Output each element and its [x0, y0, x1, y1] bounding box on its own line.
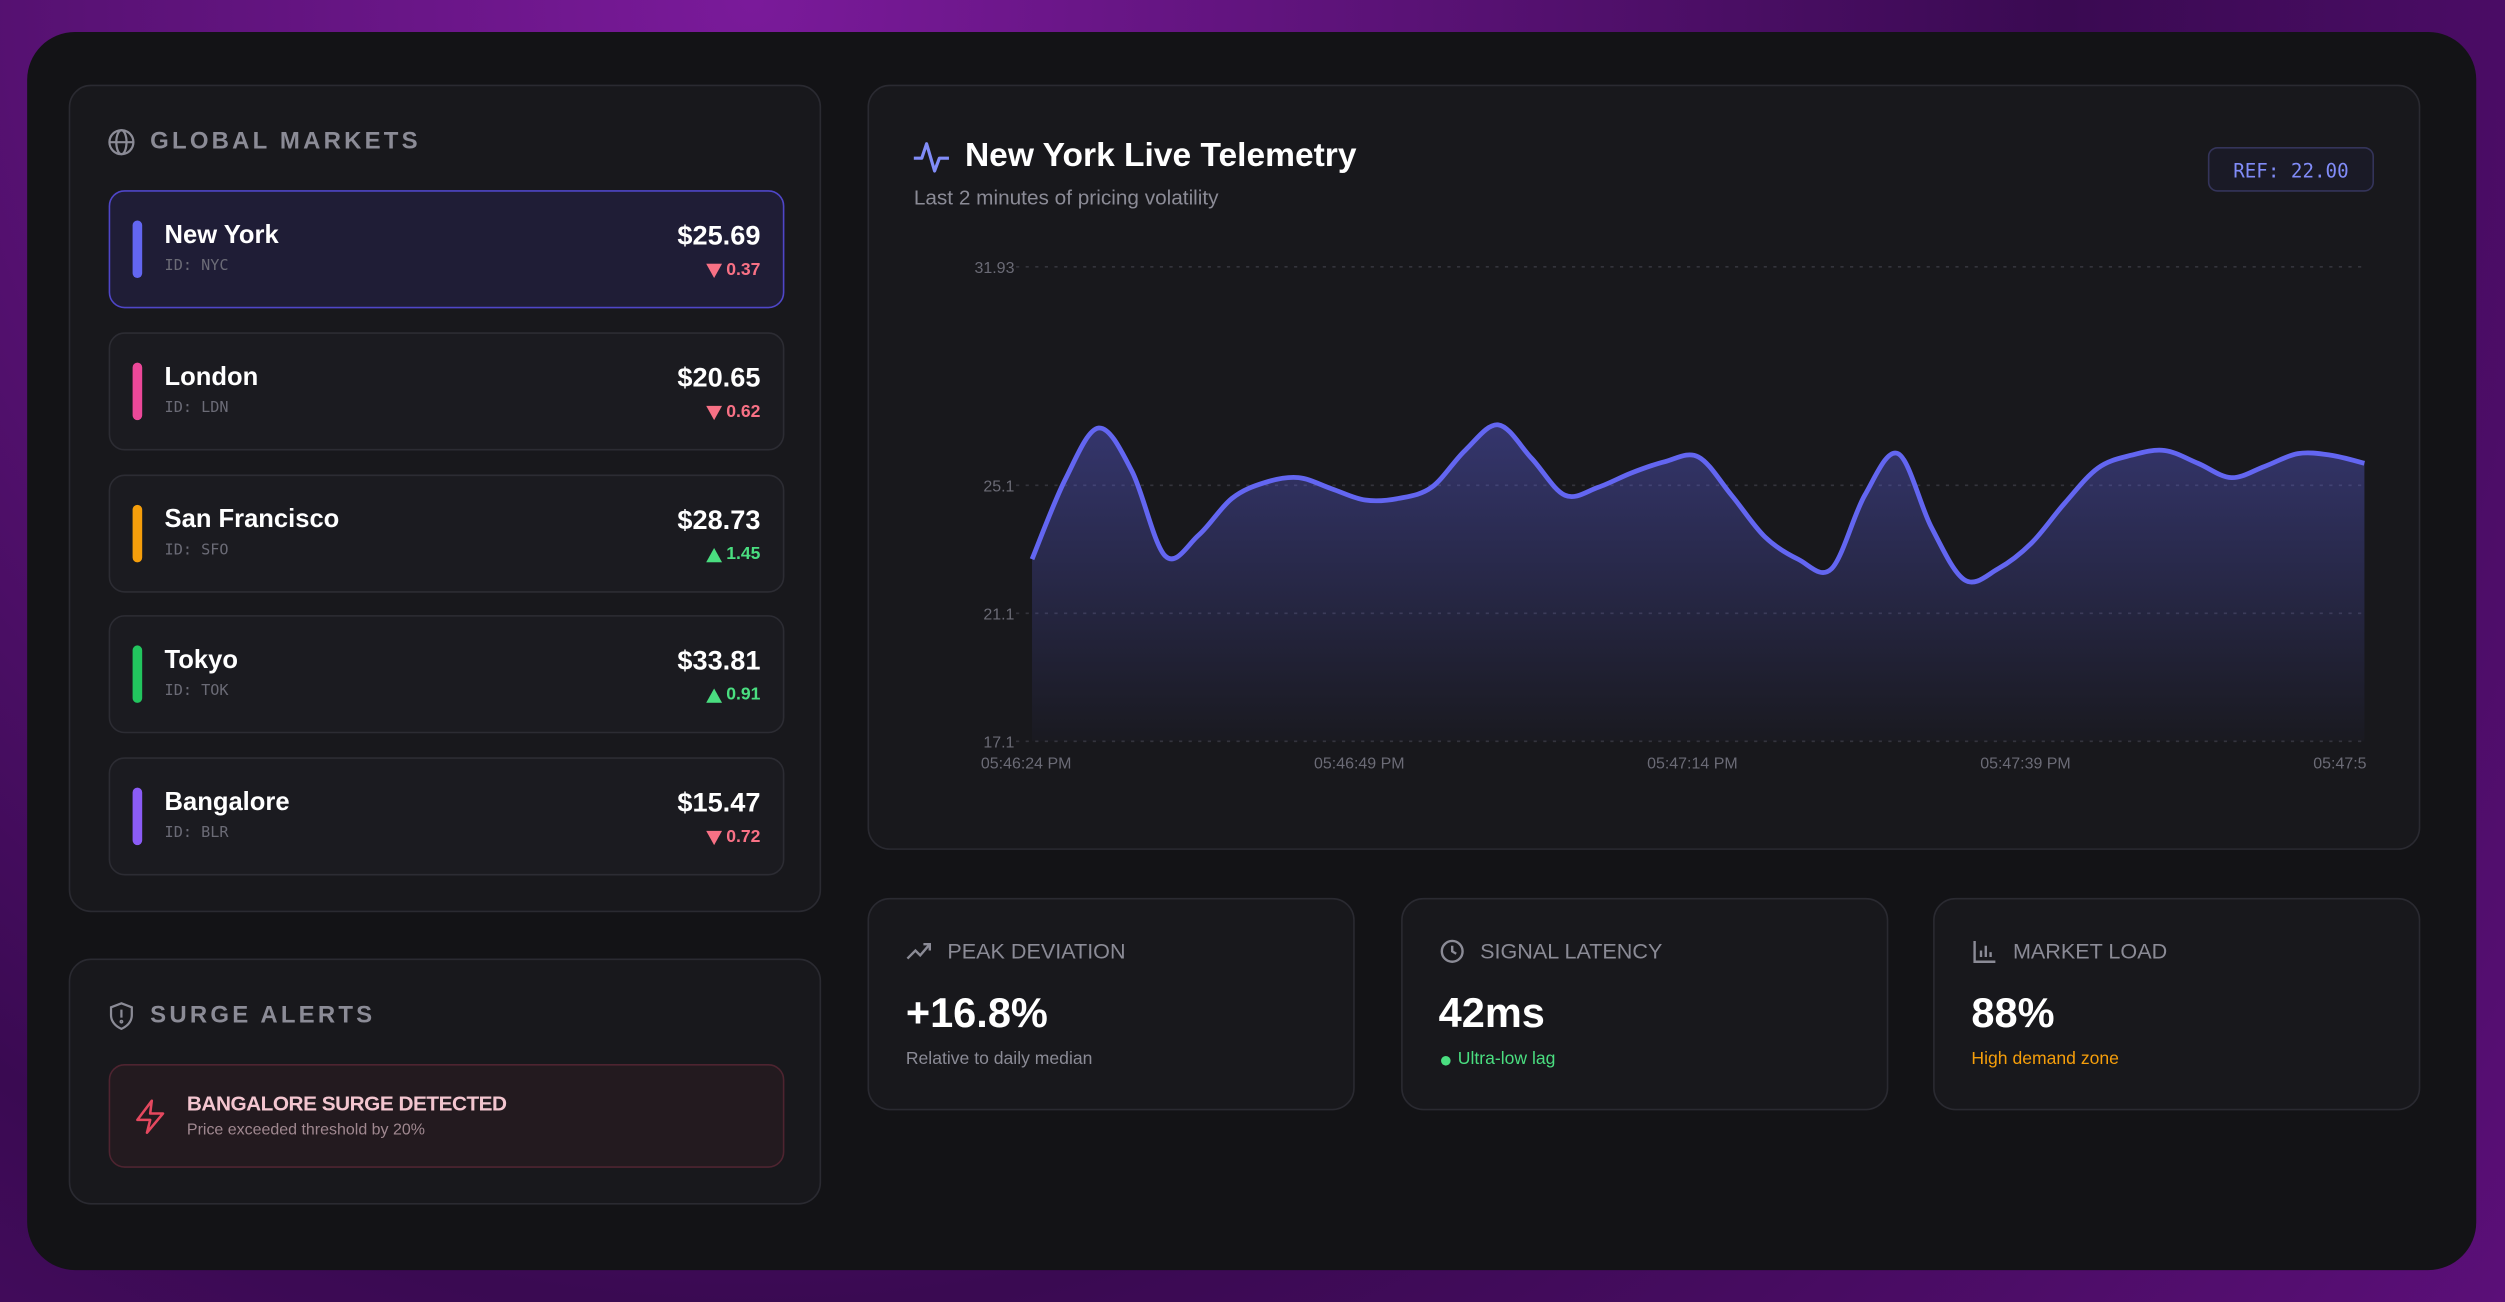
alert-title: BANGALORE SURGE DETECTED — [186, 1091, 507, 1116]
market-price: $28.73 — [677, 504, 761, 535]
alert-text: Price exceeded threshold by 20% — [186, 1121, 425, 1140]
icon-shape — [1450, 945, 1457, 955]
market-name: Tokyo — [164, 647, 238, 675]
x-tick-label: 05:46:49 PM — [1314, 755, 1405, 772]
icon-shape — [923, 942, 931, 951]
stat-icon — [1439, 939, 1463, 963]
pulse-icon — [913, 142, 949, 173]
market-price: $33.81 — [677, 646, 761, 677]
chart-title: New York Live Telemetry — [964, 137, 1357, 175]
market-name: New York — [164, 222, 279, 250]
stat-note: Relative to daily median — [905, 1049, 1093, 1069]
market-change: 1.45 — [726, 544, 761, 564]
market-price: $20.65 — [677, 362, 761, 393]
y-tick-label: 21.1 — [983, 607, 1014, 624]
stat-label: SIGNAL LATENCY — [1480, 939, 1663, 964]
alert-item: BANGALORE SURGE DETECTED Price exceeded t… — [108, 1063, 785, 1168]
stat-icon — [1973, 940, 1996, 963]
trend-arrow-shape — [706, 831, 723, 846]
color-indicator — [132, 504, 143, 562]
stat-icon — [906, 942, 931, 960]
market-change: 0.72 — [726, 827, 761, 848]
market-item[interactable]: Bangalore ID: BLR $15.47 0.72 — [108, 757, 785, 876]
stat-label: PEAK DEVIATION — [947, 939, 1126, 964]
shield-icon — [109, 1002, 133, 1031]
y-tick-label: 25.1 — [983, 479, 1014, 496]
bolt-shape — [136, 1099, 165, 1134]
status-dot — [1440, 1056, 1450, 1066]
bolt-icon — [136, 1099, 165, 1134]
globe-icon — [108, 129, 135, 156]
stat-value: 88% — [1971, 988, 2055, 1037]
alerts-card: SURGE ALERTS BANGALORE SURGE DETECTED Pri… — [68, 958, 822, 1205]
trend-arrow — [706, 263, 723, 278]
market-name: London — [164, 363, 259, 392]
color-indicator — [132, 220, 143, 278]
line — [1029, 422, 2365, 585]
trend-arrow — [706, 689, 723, 704]
icon-shape — [1973, 940, 1996, 963]
trend-arrow — [706, 405, 723, 420]
market-change: 0.62 — [726, 402, 761, 422]
markets-card: GLOBAL MARKETS New York ID: NYC $25.69 0.37… — [68, 84, 822, 913]
market-price: $15.47 — [677, 787, 761, 819]
trend-arrow-shape — [706, 547, 723, 562]
icon-shape — [1439, 939, 1463, 963]
section-title: GLOBAL MARKETS — [150, 127, 421, 155]
market-id: ID: NYC — [164, 257, 229, 275]
area — [1032, 424, 2365, 742]
market-name: Bangalore — [164, 789, 290, 817]
market-id: ID: BLR — [164, 824, 229, 843]
reference-badge: REF: 22.00 — [2207, 146, 2375, 192]
stat-value: +16.8% — [905, 988, 1048, 1037]
market-change: 0.37 — [726, 260, 761, 280]
trend-arrow — [706, 831, 723, 846]
market-price: $25.69 — [677, 220, 761, 251]
stat-card: PEAK DEVIATION +16.8% Relative to daily me… — [867, 897, 1355, 1111]
market-item[interactable]: New York ID: NYC $25.69 0.37 — [108, 190, 785, 309]
market-id: ID: SFO — [164, 540, 229, 559]
chart: 17.1 21.1 25.1 31.93 05:46:24 PM 05:46:49 PM 0… — [974, 260, 2366, 772]
trend-arrow-shape — [706, 689, 723, 704]
x-tick-label: 05:47:14 PM — [1647, 755, 1738, 772]
trend-arrow-shape — [706, 263, 723, 278]
market-item[interactable]: Tokyo ID: TOK $33.81 0.91 — [108, 615, 785, 734]
stat-card: SIGNAL LATENCY 42ms Ultra-low lag — [1400, 897, 1888, 1111]
market-id: ID: LDN — [164, 399, 229, 417]
market-item[interactable]: London ID: LDN $20.65 0.62 — [108, 331, 785, 451]
trend-arrow-shape — [706, 405, 723, 420]
x-tick-label: 05:46:24 PM — [981, 755, 1072, 772]
stat-note: Ultra-low lag — [1457, 1049, 1556, 1069]
trend-arrow — [706, 547, 723, 562]
x-tick-label: 05:47:5 — [2313, 755, 2366, 772]
section-title: SURGE ALERTS — [150, 1001, 376, 1029]
market-item[interactable]: San Francisco ID: SFO $28.73 1.45 — [108, 473, 785, 593]
color-indicator — [132, 787, 143, 846]
chart-subtitle: Last 2 minutes of pricing volatility — [913, 185, 1219, 210]
stat-label: MARKET LOAD — [2012, 939, 2168, 964]
stat-value: 42ms — [1438, 988, 1545, 1037]
stat-card: MARKET LOAD 88% High demand zone — [1933, 897, 2421, 1111]
market-id: ID: TOK — [164, 682, 229, 701]
y-tick-label: 17.1 — [983, 735, 1014, 752]
market-change: 0.91 — [726, 685, 761, 706]
y-tick-label: 31.93 — [974, 260, 1014, 277]
icon-shape — [906, 943, 931, 960]
color-indicator — [132, 362, 143, 420]
market-name: San Francisco — [164, 505, 340, 533]
stat-note: High demand zone — [1971, 1049, 2119, 1069]
x-tick-label: 05:47:39 PM — [1980, 755, 2071, 772]
color-indicator — [132, 646, 143, 704]
